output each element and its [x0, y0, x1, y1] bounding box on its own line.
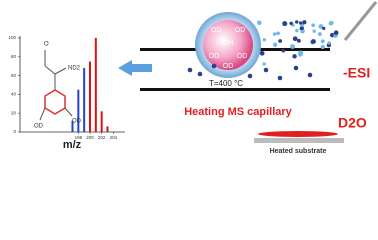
- peak: [89, 61, 91, 132]
- droplet-particle: [272, 32, 277, 36]
- droplet-group: OH: [223, 40, 234, 47]
- droplet-particle: [257, 20, 262, 25]
- peak: [77, 89, 80, 132]
- ions: [187, 63, 313, 81]
- droplet-group: OD: [209, 53, 220, 60]
- y-tick-label: 40: [11, 92, 17, 97]
- droplet-particle: [295, 28, 299, 33]
- esi-label: -ESI: [343, 65, 370, 81]
- y-tick-label: 60: [11, 73, 17, 78]
- substrate: [254, 138, 344, 143]
- temperature-label: T=400 °C: [209, 79, 243, 88]
- droplet-particle: [295, 20, 299, 24]
- droplet-particle: [262, 38, 267, 42]
- droplet-particle: [322, 26, 326, 30]
- droplet-particle: [333, 30, 339, 36]
- droplet-particle: [320, 39, 325, 44]
- droplet-particle: [311, 23, 315, 27]
- esi-needle: [343, 1, 378, 41]
- capillary-wall: [140, 88, 330, 91]
- peak: [83, 68, 86, 132]
- droplet-particle: [292, 36, 298, 42]
- ion: [247, 73, 253, 79]
- droplet-group: OD: [211, 27, 222, 34]
- droplet-particle: [273, 42, 278, 47]
- ion: [187, 67, 193, 73]
- droplet-particle: [292, 54, 297, 59]
- droplet-particle: [298, 52, 303, 57]
- atom-label: OD: [34, 124, 44, 130]
- x-tick-label: 202: [98, 135, 106, 140]
- y-tick-label: 80: [11, 54, 17, 59]
- droplet-particle: [317, 32, 322, 36]
- x-tick-label: 198: [75, 135, 83, 140]
- molecule: O ND2 OD OD: [34, 42, 82, 130]
- capillary-label: Heating MS capillary: [184, 106, 292, 118]
- mass-spectrum: 0 20 40 60 80 100 198 200 202 204: [8, 35, 125, 140]
- bond: [44, 65, 56, 75]
- droplet-particle: [302, 20, 307, 25]
- peak: [106, 126, 109, 132]
- x-tick-label: 204: [110, 135, 118, 140]
- droplet-particle: [296, 38, 301, 43]
- peak: [100, 111, 103, 132]
- ring: [44, 89, 66, 115]
- atom-label: OD: [72, 119, 82, 125]
- droplet-group: OD: [237, 53, 248, 60]
- droplet-particle: [327, 41, 331, 45]
- droplet-particle: [299, 21, 303, 25]
- droplet-particle: [276, 31, 280, 36]
- ion: [307, 72, 313, 78]
- droplet-particle: [299, 26, 304, 31]
- droplet-particle: [290, 44, 295, 50]
- solvent-label: D2O: [338, 115, 367, 131]
- droplet-particle: [262, 62, 266, 66]
- peak: [71, 120, 74, 132]
- droplet: [203, 20, 253, 70]
- ion: [277, 75, 283, 81]
- x-tick-label: 200: [86, 135, 94, 140]
- d2o-film: [258, 131, 338, 137]
- droplet-group: OD: [235, 27, 246, 34]
- droplet-particle: [329, 20, 334, 26]
- substrate-label: Heated substrate: [270, 148, 327, 155]
- droplet-particle: [320, 45, 325, 50]
- ion: [293, 65, 299, 71]
- graphical-abstract: 0 20 40 60 80 100 198 200 202 204 O ND2 OD OD m/z…: [8, 1, 378, 155]
- droplet-particle: [281, 48, 286, 53]
- droplet-particle: [310, 39, 316, 45]
- droplet-particle: [259, 50, 265, 56]
- droplet-particle: [289, 21, 293, 26]
- y-tick-label: 100: [8, 35, 16, 40]
- x-axis-label: m/z: [63, 139, 82, 151]
- bond: [64, 107, 73, 117]
- droplet-particle: [278, 39, 283, 43]
- y-tick-label: 20: [11, 110, 17, 115]
- droplet-group: OD: [223, 63, 234, 70]
- y-tick-label: 0: [13, 129, 16, 134]
- ion: [197, 71, 203, 77]
- peak: [94, 38, 97, 132]
- droplet-particle: [318, 24, 324, 29]
- bond: [54, 67, 67, 75]
- droplet-particle: [312, 29, 316, 33]
- bond: [39, 107, 46, 121]
- droplet-particle: [330, 32, 335, 38]
- ion: [211, 63, 217, 69]
- spray: [257, 20, 339, 66]
- droplet-particle: [282, 21, 288, 27]
- atom-label: O: [44, 42, 49, 48]
- arrow: [118, 60, 152, 76]
- ion: [263, 67, 269, 73]
- atom-label: ND2: [68, 66, 81, 72]
